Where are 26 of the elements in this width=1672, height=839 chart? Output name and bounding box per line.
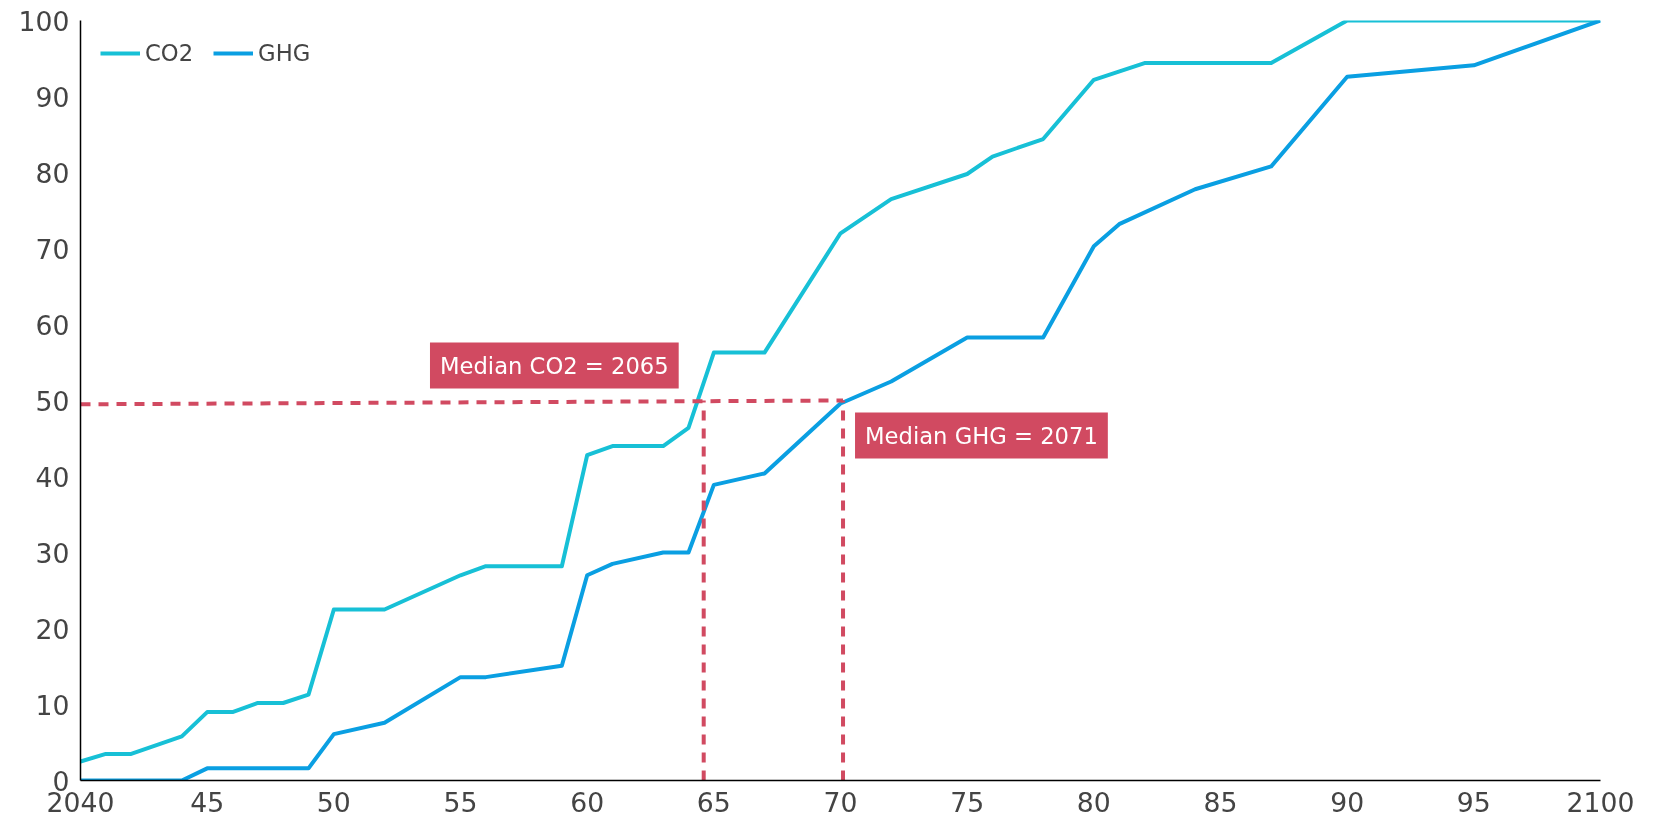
x-tick-label: 65	[696, 786, 731, 818]
x-tick-label: 50	[316, 786, 351, 818]
y-tick-label: 10	[35, 689, 70, 721]
legend-label: CO2	[145, 40, 194, 66]
y-tick-label: 20	[35, 613, 70, 645]
x-tick-label: 90	[1330, 786, 1365, 818]
x-tick-label: 95	[1456, 786, 1491, 818]
y-tick-label: 50	[35, 385, 70, 417]
x-tick-label: 2100	[1566, 786, 1635, 818]
y-tick-label: 90	[35, 81, 70, 113]
x-tick-label: 55	[443, 786, 478, 818]
x-tick-label: 45	[190, 786, 225, 818]
x-tick-label: 80	[1076, 786, 1111, 818]
x-tick-label: 60	[570, 786, 605, 818]
annotation: Median GHG = 2071	[865, 422, 1098, 449]
legend-label: GHG	[258, 40, 311, 66]
y-tick-label: 70	[35, 233, 70, 265]
y-tick-label: 30	[35, 537, 70, 569]
x-tick-label: 70	[823, 786, 858, 818]
y-tick-label: 60	[35, 309, 70, 341]
y-tick-label: 40	[35, 461, 70, 493]
annotation: Median CO2 = 2065	[439, 352, 669, 379]
y-tick-label: 100	[18, 5, 70, 37]
x-tick-label: 85	[1203, 786, 1238, 818]
y-tick-label: 80	[35, 157, 70, 189]
x-tick-label: 75	[950, 786, 985, 818]
